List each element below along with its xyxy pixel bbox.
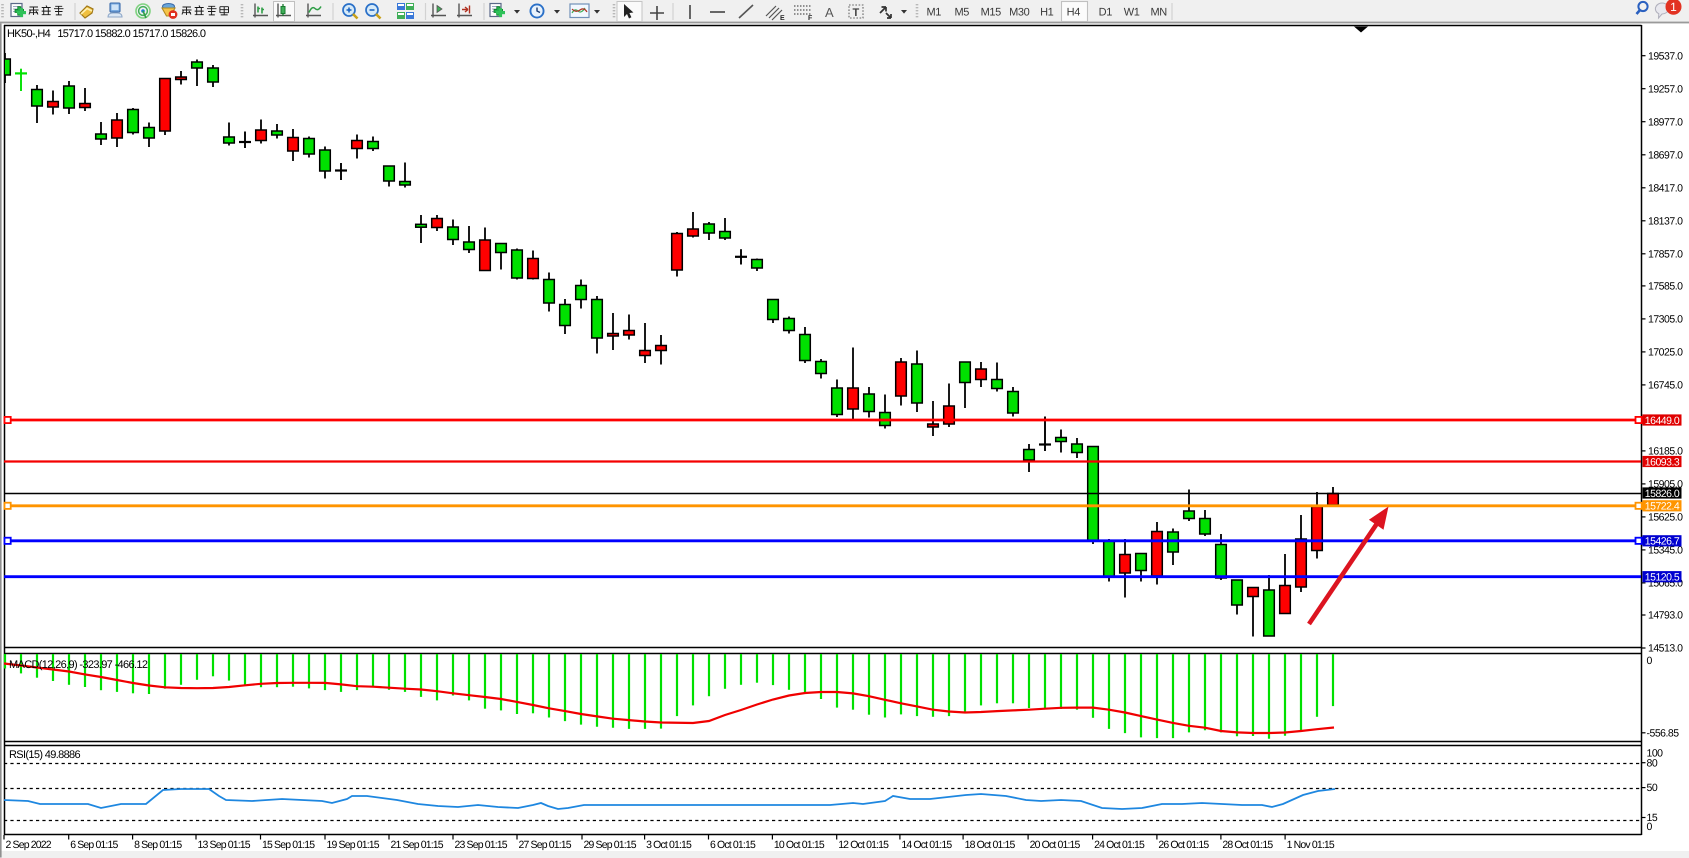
svg-text:10 Oct 01:15: 10 Oct 01:15 xyxy=(774,839,825,851)
svg-text:18977.0: 18977.0 xyxy=(1648,116,1683,128)
svg-text:15 Sep 01:15: 15 Sep 01:15 xyxy=(262,839,315,851)
svg-text:RSI(15) 49.8886: RSI(15) 49.8886 xyxy=(9,749,80,761)
svg-text:M5: M5 xyxy=(955,7,970,19)
svg-text:D1: D1 xyxy=(1099,7,1113,19)
svg-text:8 Sep 01:15: 8 Sep 01:15 xyxy=(134,839,182,851)
svg-text:19537.0: 19537.0 xyxy=(1648,50,1683,62)
svg-text:16185.0: 16185.0 xyxy=(1648,446,1683,458)
svg-text:-556.85: -556.85 xyxy=(1647,727,1680,739)
svg-text:29 Sep 01:15: 29 Sep 01:15 xyxy=(584,839,637,851)
svg-text:100: 100 xyxy=(1647,747,1664,759)
svg-text:21 Sep 01:15: 21 Sep 01:15 xyxy=(391,839,444,851)
svg-text:15826.0: 15826.0 xyxy=(1645,488,1680,500)
svg-text:M1: M1 xyxy=(927,7,942,19)
svg-text:HK50-,H4 15717.0 15882.0 157: HK50-,H4 15717.0 15882.0 15717.0 15826.0 xyxy=(7,28,206,40)
svg-text:17025.0: 17025.0 xyxy=(1648,347,1683,359)
svg-text:15426.7: 15426.7 xyxy=(1645,536,1680,548)
svg-text:A: A xyxy=(825,5,834,20)
svg-text:14513.0: 14513.0 xyxy=(1648,643,1683,655)
svg-text:15345.0: 15345.0 xyxy=(1648,545,1683,557)
svg-text:16745.0: 16745.0 xyxy=(1648,380,1683,392)
svg-text:20 Oct 01:15: 20 Oct 01:15 xyxy=(1030,839,1081,851)
svg-text:F: F xyxy=(808,15,813,22)
svg-text:15625.0: 15625.0 xyxy=(1648,512,1683,524)
svg-text:14793.0: 14793.0 xyxy=(1648,610,1683,622)
svg-text:18697.0: 18697.0 xyxy=(1648,149,1683,161)
svg-text:17305.0: 17305.0 xyxy=(1648,314,1683,326)
svg-text:M30: M30 xyxy=(1009,7,1029,19)
svg-text:15120.5: 15120.5 xyxy=(1645,572,1680,584)
svg-text:M15: M15 xyxy=(981,7,1001,19)
svg-text:19 Sep 01:15: 19 Sep 01:15 xyxy=(327,839,380,851)
svg-text:14 Oct 01:15: 14 Oct 01:15 xyxy=(901,839,952,851)
svg-text:50: 50 xyxy=(1647,782,1658,794)
svg-text:16449.0: 16449.0 xyxy=(1645,415,1680,427)
svg-text:0: 0 xyxy=(1647,821,1653,833)
svg-text:1 Nov 01:15: 1 Nov 01:15 xyxy=(1287,839,1335,851)
svg-text:18 Oct 01:15: 18 Oct 01:15 xyxy=(965,839,1016,851)
svg-text:0: 0 xyxy=(1647,655,1653,667)
svg-text:13 Sep 01:15: 13 Sep 01:15 xyxy=(198,839,251,851)
svg-text:6 Oct 01:15: 6 Oct 01:15 xyxy=(710,839,756,851)
svg-text:23 Sep 01:15: 23 Sep 01:15 xyxy=(455,839,508,851)
svg-text:2 Sep 2022: 2 Sep 2022 xyxy=(6,839,52,851)
svg-text:T: T xyxy=(853,7,860,19)
svg-text:24 Oct 01:15: 24 Oct 01:15 xyxy=(1094,839,1145,851)
svg-text:80: 80 xyxy=(1647,757,1658,769)
svg-text:19257.0: 19257.0 xyxy=(1648,83,1683,95)
svg-text:1: 1 xyxy=(1670,0,1677,14)
svg-text:E: E xyxy=(780,15,785,22)
svg-text:18137.0: 18137.0 xyxy=(1648,215,1683,227)
svg-text:15: 15 xyxy=(1647,812,1658,824)
svg-text:17585.0: 17585.0 xyxy=(1648,281,1683,293)
svg-text:26 Oct 01:15: 26 Oct 01:15 xyxy=(1158,839,1209,851)
svg-text:15722.4: 15722.4 xyxy=(1645,501,1680,513)
svg-text:MN: MN xyxy=(1150,7,1167,19)
svg-text:28 Oct 01:15: 28 Oct 01:15 xyxy=(1222,839,1273,851)
svg-text:3 Oct 01:15: 3 Oct 01:15 xyxy=(646,839,692,851)
svg-text:12 Oct 01:15: 12 Oct 01:15 xyxy=(838,839,889,851)
svg-text:H1: H1 xyxy=(1040,7,1054,19)
svg-text:18417.0: 18417.0 xyxy=(1648,182,1683,194)
svg-text:H4: H4 xyxy=(1067,7,1081,19)
svg-text:16093.3: 16093.3 xyxy=(1645,456,1680,468)
svg-text:W1: W1 xyxy=(1124,7,1140,19)
svg-text:6 Sep 01:15: 6 Sep 01:15 xyxy=(70,839,118,851)
svg-text:17857.0: 17857.0 xyxy=(1648,248,1683,260)
svg-text:MACD(12,26,9) -323.97 -466.12: MACD(12,26,9) -323.97 -466.12 xyxy=(9,659,148,671)
svg-text:27 Sep 01:15: 27 Sep 01:15 xyxy=(519,839,572,851)
